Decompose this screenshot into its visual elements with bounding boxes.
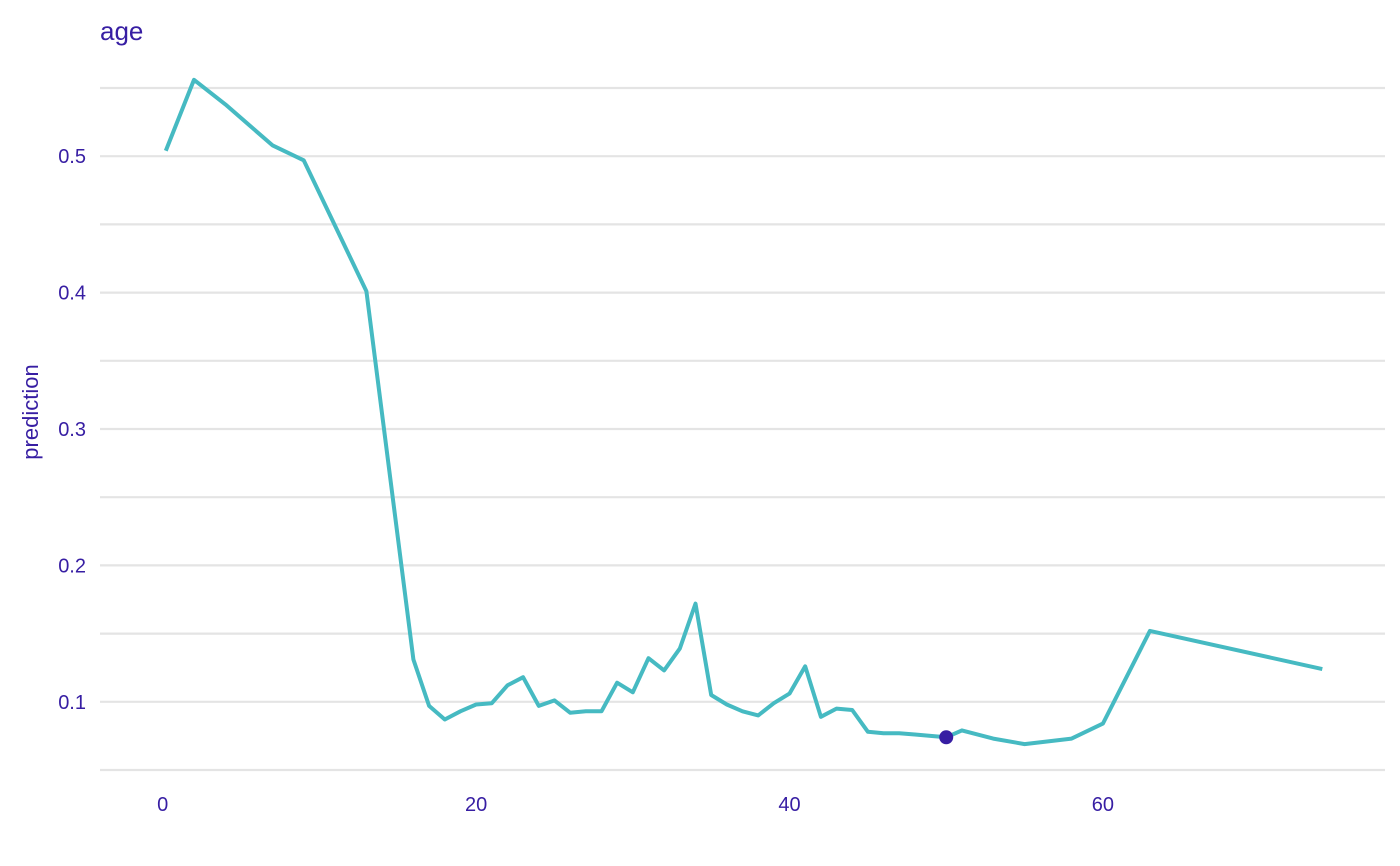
y-tick-label: 0.3 [58, 419, 86, 441]
x-tick-label: 0 [157, 794, 168, 816]
y-tick-label: 0.5 [58, 146, 86, 168]
x-tick-label: 60 [1092, 794, 1114, 816]
chart-title: age [100, 16, 143, 46]
series-line [163, 77, 1323, 747]
x-axis: 0 20 40 60 [157, 794, 1114, 816]
x-tick-label: 20 [465, 794, 487, 816]
x-tick-label: 40 [778, 794, 800, 816]
y-axis: 0.1 0.2 0.3 0.4 0.5 [58, 146, 86, 714]
series [163, 77, 1323, 747]
y-tick-label: 0.1 [58, 692, 86, 714]
observation-point [939, 730, 954, 745]
y-tick-label: 0.2 [58, 555, 86, 577]
y-axis-title: prediction [18, 364, 43, 459]
grid [100, 86, 1385, 772]
y-tick-label: 0.4 [58, 283, 86, 305]
